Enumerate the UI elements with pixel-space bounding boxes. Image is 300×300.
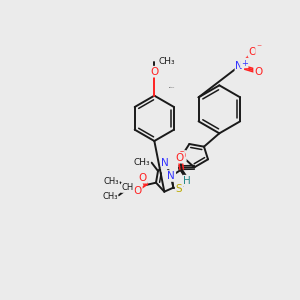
Text: CH₃: CH₃: [103, 177, 119, 186]
Text: S: S: [176, 184, 182, 194]
Text: CH: CH: [122, 183, 134, 192]
Text: O: O: [178, 151, 186, 161]
Text: O: O: [248, 47, 257, 57]
Text: methoxy: methoxy: [169, 87, 176, 88]
Text: O: O: [176, 153, 184, 163]
Text: O: O: [150, 67, 158, 77]
Text: CH₃: CH₃: [158, 57, 175, 66]
Text: N: N: [167, 171, 175, 181]
Text: N: N: [236, 61, 243, 71]
Text: O: O: [139, 173, 147, 183]
Text: ⁻: ⁻: [256, 44, 261, 54]
Text: O: O: [134, 186, 142, 196]
Text: CH₃: CH₃: [102, 192, 118, 201]
Text: O: O: [254, 67, 262, 77]
Text: CH₃: CH₃: [133, 158, 150, 167]
Text: H: H: [184, 176, 191, 186]
Text: +: +: [241, 58, 248, 68]
Text: N: N: [161, 158, 169, 168]
